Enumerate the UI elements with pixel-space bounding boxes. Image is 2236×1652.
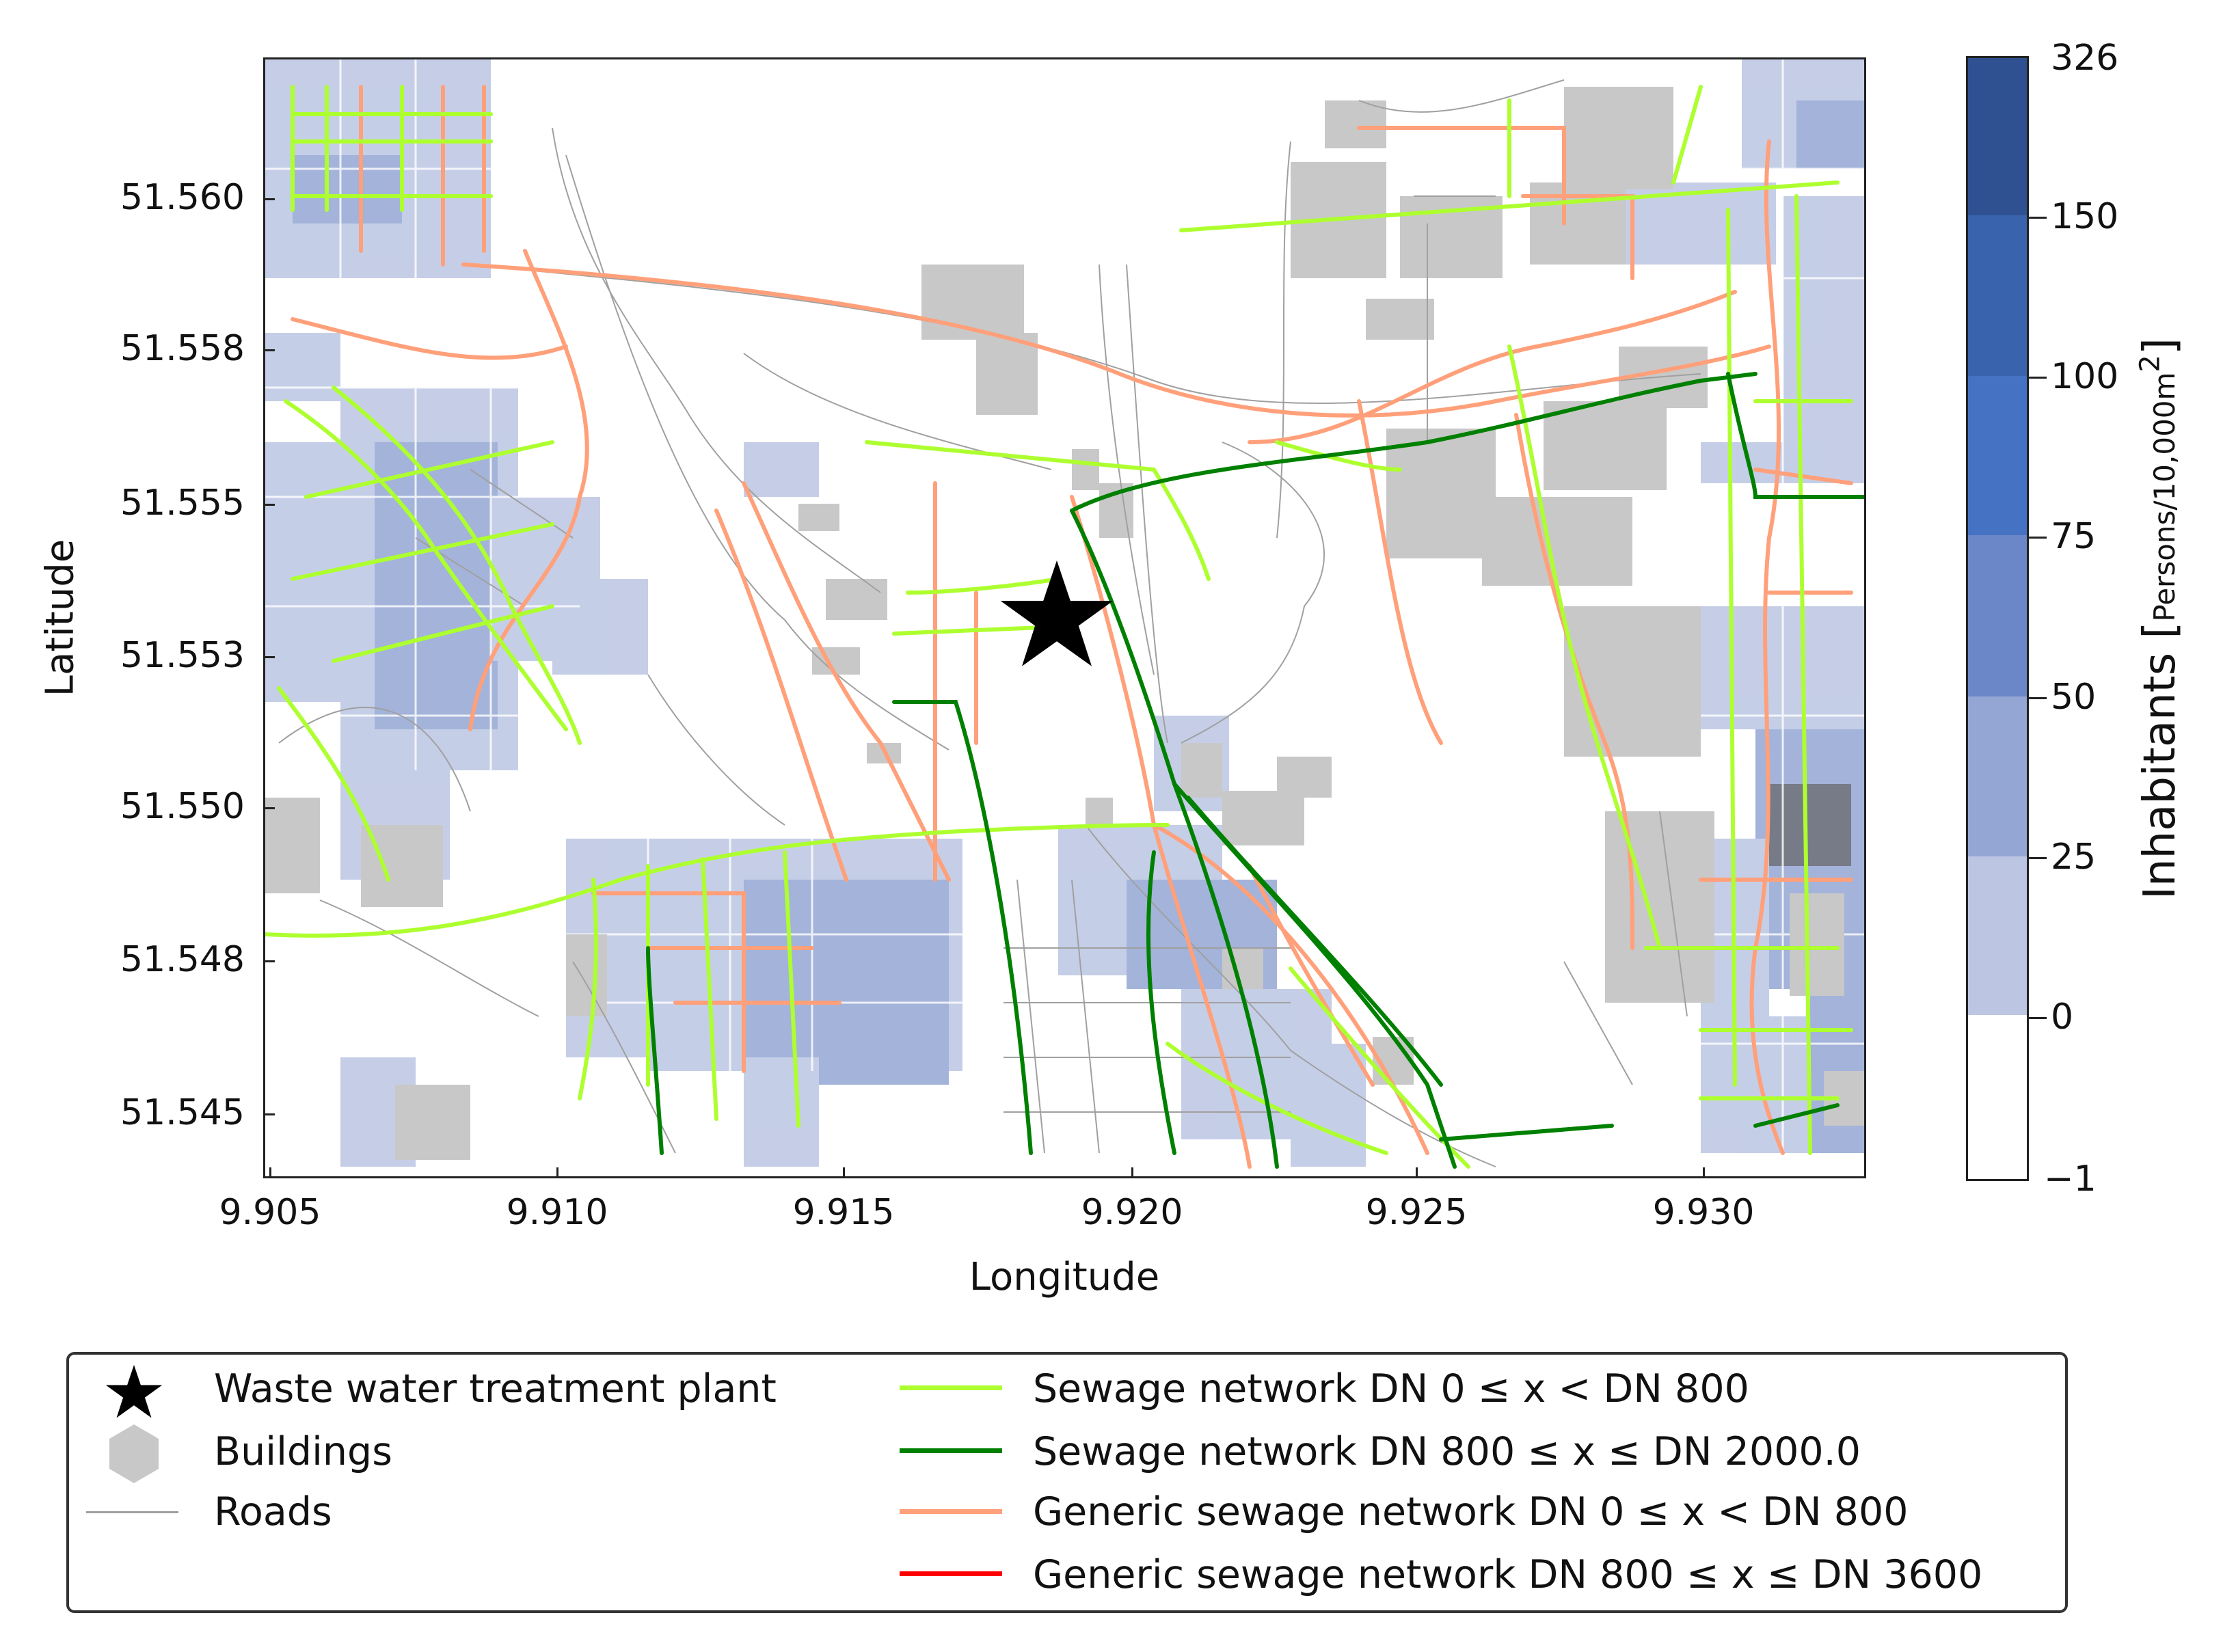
map-canvas (265, 59, 1864, 1169)
colorbar-title: Inhabitants [Persons/10,000m2] (2135, 338, 2185, 899)
x-tick-label: 9.920 (1081, 1192, 1183, 1233)
y-tick-label: 51.560 (120, 177, 245, 218)
y-axis-title: Latitude (38, 539, 83, 697)
waste-water-treatment-plant-marker[interactable] (999, 560, 1115, 670)
legend-item-sewage-small: Sewage network DN 0 ≤ x < DN 800 (1033, 1366, 1749, 1411)
colorbar-tick-mark (2029, 217, 2047, 219)
colorbar-tick-label: 150 (2051, 196, 2119, 237)
y-tick-label: 51.550 (120, 786, 245, 827)
y-tick-mark (265, 960, 275, 962)
colorbar-tick-mark (2029, 697, 2047, 699)
y-tick-label: 51.555 (120, 483, 245, 524)
colorbar-tick-label: 25 (2051, 837, 2097, 878)
y-tick-label: 51.545 (120, 1092, 245, 1133)
roads (278, 79, 1701, 1167)
colorbar-tick-label: 50 (2051, 677, 2097, 718)
x-tick-label: 9.905 (219, 1192, 321, 1233)
map-plot-area[interactable] (263, 57, 1866, 1178)
hexagon-icon (109, 1424, 159, 1483)
y-tick-label: 51.548 (120, 939, 245, 980)
colorbar-unit: [Persons/10,000m2] (2134, 338, 2186, 639)
colorbar (1966, 56, 2029, 1181)
generic-sewage-network-small (291, 85, 1853, 1169)
y-tick-mark (265, 504, 275, 506)
x-tick-mark (269, 1167, 271, 1177)
x-tick-label: 9.910 (506, 1192, 608, 1233)
legend-item-generic-large: Generic sewage network DN 800 ≤ x ≤ DN 3… (1033, 1552, 1983, 1597)
y-tick-mark (265, 1113, 275, 1115)
legend-item-buildings: Buildings (214, 1429, 392, 1474)
x-tick-mark (1416, 1167, 1418, 1177)
y-tick-mark (265, 656, 275, 658)
legend-item-treatment-plant: Waste water treatment plant (214, 1366, 777, 1411)
x-tick-mark (1131, 1167, 1133, 1177)
x-tick-label: 9.930 (1652, 1192, 1755, 1233)
legend-item-roads: Roads (214, 1489, 332, 1534)
colorbar-tick-label: 75 (2051, 516, 2097, 557)
colorbar-tick-mark (2029, 857, 2047, 859)
colorbar-band (1968, 856, 2027, 1015)
x-tick-label: 9.925 (1365, 1192, 1468, 1233)
colorbar-title-text: Inhabitants (2135, 652, 2186, 899)
colorbar-band (1968, 1015, 2027, 1179)
colorbar-band (1968, 696, 2027, 856)
colorbar-band (1968, 215, 2027, 376)
x-tick-label: 9.915 (792, 1192, 895, 1233)
legend-sewage-small-line (900, 1385, 1002, 1390)
y-tick-mark (265, 198, 275, 200)
x-tick-mark (556, 1167, 558, 1177)
sewage-network-large (646, 372, 1864, 1169)
colorbar-tick-label: −1 (2044, 1159, 2097, 1200)
y-tick-label: 51.553 (120, 635, 245, 676)
legend: Waste water treatment plant Buildings Ro… (66, 1352, 2068, 1613)
y-tick-label: 51.558 (120, 328, 245, 369)
legend-road-line (86, 1511, 178, 1513)
x-tick-mark (1703, 1167, 1705, 1177)
x-axis-title: Longitude (969, 1255, 1160, 1299)
colorbar-band (1968, 58, 2027, 215)
legend-generic-large-line (900, 1571, 1002, 1576)
colorbar-tick-mark (2029, 537, 2047, 539)
colorbar-tick-label: 0 (2051, 997, 2074, 1038)
colorbar-tick-mark (2029, 377, 2047, 379)
colorbar-band (1968, 376, 2027, 535)
y-tick-mark (265, 349, 275, 351)
legend-sewage-large-line (900, 1448, 1002, 1453)
population-density-grid (265, 59, 1864, 1167)
legend-generic-small-line (900, 1509, 1002, 1514)
colorbar-tick-label: 100 (2051, 356, 2119, 397)
legend-item-sewage-large: Sewage network DN 800 ≤ x ≤ DN 2000.0 (1033, 1429, 1861, 1474)
star-icon (105, 1365, 163, 1418)
colorbar-tick-mark (2029, 1017, 2047, 1019)
x-tick-mark (843, 1167, 845, 1177)
legend-item-generic-small: Generic sewage network DN 0 ≤ x < DN 800 (1033, 1489, 1909, 1534)
y-tick-mark (265, 807, 275, 809)
colorbar-tick-label: 326 (2051, 38, 2119, 79)
colorbar-band (1968, 535, 2027, 696)
